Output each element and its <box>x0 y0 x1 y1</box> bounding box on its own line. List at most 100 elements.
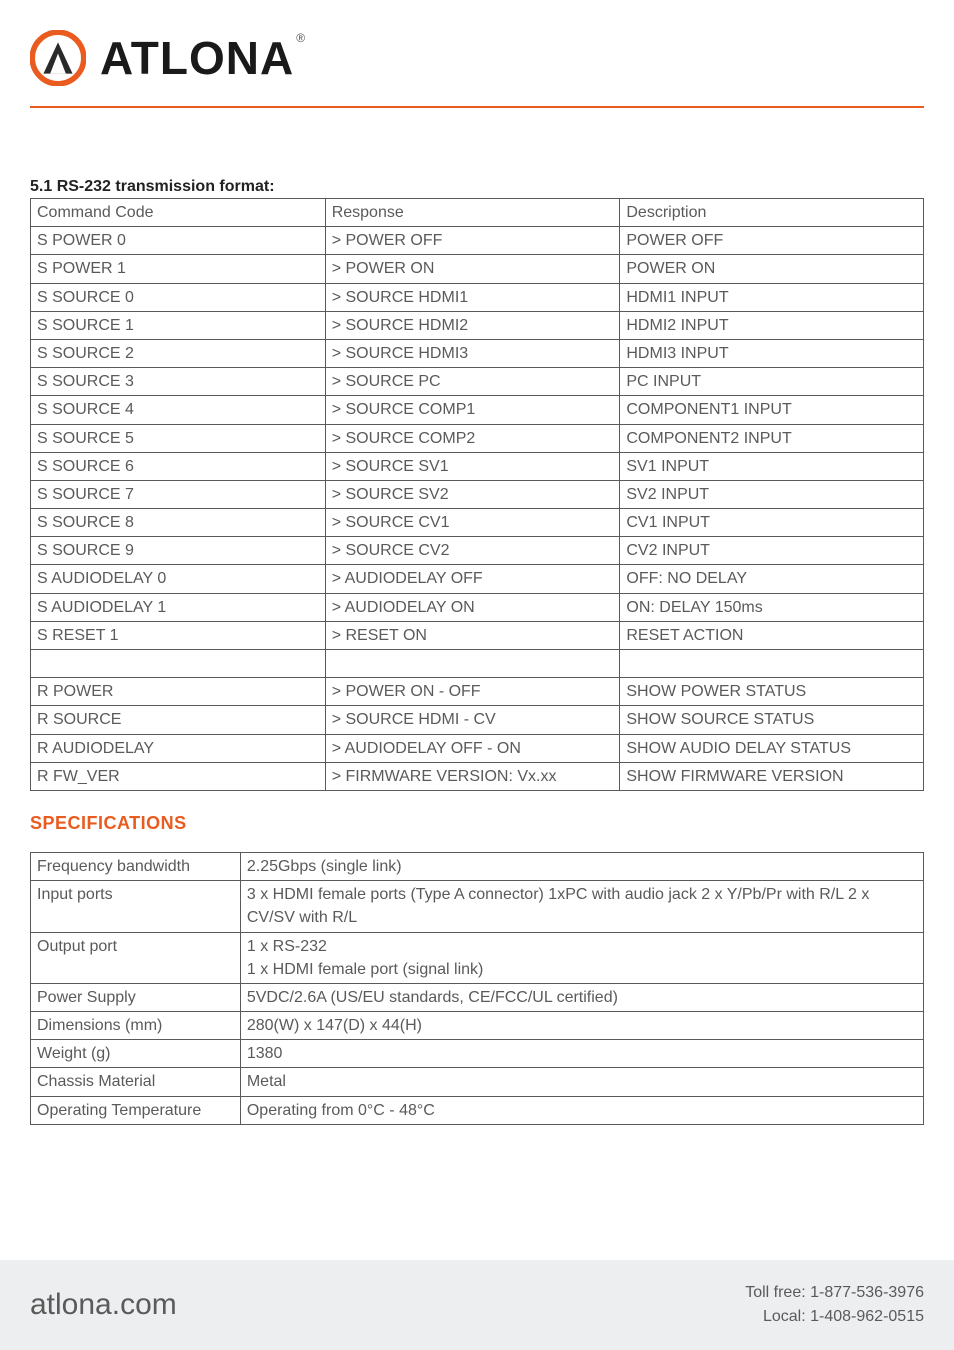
table-row: Input ports3 x HDMI female ports (Type A… <box>31 881 924 932</box>
table-cell: SHOW POWER STATUS <box>620 678 924 706</box>
table-cell: HDMI2 INPUT <box>620 311 924 339</box>
table-cell: > FIRMWARE VERSION: Vx.xx <box>325 762 620 790</box>
table-cell: Weight (g) <box>31 1040 241 1068</box>
table-row: S AUDIODELAY 1> AUDIODELAY ONON: DELAY 1… <box>31 593 924 621</box>
table-cell: 1 x RS-2321 x HDMI female port (signal l… <box>240 932 923 983</box>
table-cell: > SOURCE HDMI3 <box>325 339 620 367</box>
table-cell: S SOURCE 9 <box>31 537 326 565</box>
table-cell: S SOURCE 7 <box>31 480 326 508</box>
table-row: S POWER 0> POWER OFFPOWER OFF <box>31 227 924 255</box>
table-row: R SOURCE> SOURCE HDMI - CVSHOW SOURCE ST… <box>31 706 924 734</box>
table-cell: R SOURCE <box>31 706 326 734</box>
table-cell: > SOURCE PC <box>325 368 620 396</box>
table-cell: S SOURCE 2 <box>31 339 326 367</box>
table-cell: > SOURCE HDMI - CV <box>325 706 620 734</box>
table-row: S POWER 1> POWER ONPOWER ON <box>31 255 924 283</box>
table-cell: S POWER 1 <box>31 255 326 283</box>
table-cell: > SOURCE COMP1 <box>325 396 620 424</box>
table-cell: > POWER ON <box>325 255 620 283</box>
table-row: Output port1 x RS-2321 x HDMI female por… <box>31 932 924 983</box>
table-row: Weight (g)1380 <box>31 1040 924 1068</box>
table-cell: > SOURCE HDMI1 <box>325 283 620 311</box>
table-cell: > AUDIODELAY ON <box>325 593 620 621</box>
table-row: S SOURCE 4> SOURCE COMP1COMPONENT1 INPUT <box>31 396 924 424</box>
table-row: R AUDIODELAY> AUDIODELAY OFF - ONSHOW AU… <box>31 734 924 762</box>
header-rule <box>30 106 924 108</box>
footer-contact: Toll free: 1-877-536-3976 Local: 1-408-9… <box>745 1281 924 1329</box>
table-cell: S AUDIODELAY 1 <box>31 593 326 621</box>
table-cell: HDMI1 INPUT <box>620 283 924 311</box>
footer-site: atlona.com <box>30 1288 177 1322</box>
table-cell: > SOURCE COMP2 <box>325 424 620 452</box>
table-cell: HDMI3 INPUT <box>620 339 924 367</box>
table-row: Operating TemperatureOperating from 0°C … <box>31 1096 924 1124</box>
table-cell: Operating Temperature <box>31 1096 241 1124</box>
table-row: S SOURCE 9> SOURCE CV2CV2 INPUT <box>31 537 924 565</box>
table-cell: > SOURCE SV1 <box>325 452 620 480</box>
table-cell: 280(W) x 147(D) x 44(H) <box>240 1012 923 1040</box>
table-cell: SHOW FIRMWARE VERSION <box>620 762 924 790</box>
table-cell: SV2 INPUT <box>620 480 924 508</box>
table-cell: S SOURCE 6 <box>31 452 326 480</box>
table-cell: > AUDIODELAY OFF - ON <box>325 734 620 762</box>
table-row: Chassis MaterialMetal <box>31 1068 924 1096</box>
table-cell: S SOURCE 0 <box>31 283 326 311</box>
footer-local-label: Local: <box>763 1308 810 1325</box>
table-cell: ON: DELAY 150ms <box>620 593 924 621</box>
footer-local: Local: 1-408-962-0515 <box>745 1305 924 1329</box>
table-cell: S SOURCE 1 <box>31 311 326 339</box>
table-cell: OFF: NO DELAY <box>620 565 924 593</box>
table-cell: 1380 <box>240 1040 923 1068</box>
registered-mark: ® <box>294 31 306 45</box>
table-cell: > SOURCE HDMI2 <box>325 311 620 339</box>
rs232-table: Command Code Response Description S POWE… <box>30 198 924 791</box>
rs232-col-response: Response <box>325 199 620 227</box>
table-row: R FW_VER> FIRMWARE VERSION: Vx.xxSHOW FI… <box>31 762 924 790</box>
table-row: S RESET 1> RESET ONRESET ACTION <box>31 621 924 649</box>
table-cell <box>325 650 620 678</box>
table-cell: > POWER OFF <box>325 227 620 255</box>
specifications-table: Frequency bandwidth2.25Gbps (single link… <box>30 852 924 1125</box>
table-cell: Output port <box>31 932 241 983</box>
table-cell: S RESET 1 <box>31 621 326 649</box>
table-cell: > SOURCE CV2 <box>325 537 620 565</box>
table-cell: S SOURCE 5 <box>31 424 326 452</box>
table-cell: Operating from 0°C - 48°C <box>240 1096 923 1124</box>
table-cell: > SOURCE CV1 <box>325 509 620 537</box>
table-row: S SOURCE 3> SOURCE PCPC INPUT <box>31 368 924 396</box>
table-row: R POWER> POWER ON - OFFSHOW POWER STATUS <box>31 678 924 706</box>
table-cell: > RESET ON <box>325 621 620 649</box>
table-row: S SOURCE 6> SOURCE SV1SV1 INPUT <box>31 452 924 480</box>
table-row: Dimensions (mm)280(W) x 147(D) x 44(H) <box>31 1012 924 1040</box>
table-cell: Frequency bandwidth <box>31 852 241 880</box>
table-cell: Chassis Material <box>31 1068 241 1096</box>
table-cell: Power Supply <box>31 983 241 1011</box>
table-cell: Input ports <box>31 881 241 932</box>
table-cell: 3 x HDMI female ports (Type A connector)… <box>240 881 923 932</box>
table-cell <box>620 650 924 678</box>
table-cell: COMPONENT2 INPUT <box>620 424 924 452</box>
table-cell: > POWER ON - OFF <box>325 678 620 706</box>
footer-tollfree: Toll free: 1-877-536-3976 <box>745 1281 924 1305</box>
specifications-heading: SPECIFICATIONS <box>30 813 924 834</box>
table-cell: PC INPUT <box>620 368 924 396</box>
brand-name-text: ATLONA <box>100 32 294 84</box>
table-cell: Metal <box>240 1068 923 1096</box>
table-row: S SOURCE 7> SOURCE SV2SV2 INPUT <box>31 480 924 508</box>
footer-local-number: 1-408-962-0515 <box>810 1308 924 1325</box>
table-cell: SV1 INPUT <box>620 452 924 480</box>
table-cell: > SOURCE SV2 <box>325 480 620 508</box>
table-cell: 5VDC/2.6A (US/EU standards, CE/FCC/UL ce… <box>240 983 923 1011</box>
table-cell: S SOURCE 4 <box>31 396 326 424</box>
table-cell: CV2 INPUT <box>620 537 924 565</box>
table-cell: COMPONENT1 INPUT <box>620 396 924 424</box>
table-row: S SOURCE 5> SOURCE COMP2COMPONENT2 INPUT <box>31 424 924 452</box>
brand-logo-icon <box>30 30 86 86</box>
rs232-header-row: Command Code Response Description <box>31 199 924 227</box>
table-cell: S SOURCE 8 <box>31 509 326 537</box>
table-row: S SOURCE 2> SOURCE HDMI3HDMI3 INPUT <box>31 339 924 367</box>
rs232-heading: 5.1 RS-232 transmission format: <box>30 178 924 196</box>
rs232-col-command: Command Code <box>31 199 326 227</box>
brand-header: ATLONA® <box>30 30 924 106</box>
table-cell: CV1 INPUT <box>620 509 924 537</box>
